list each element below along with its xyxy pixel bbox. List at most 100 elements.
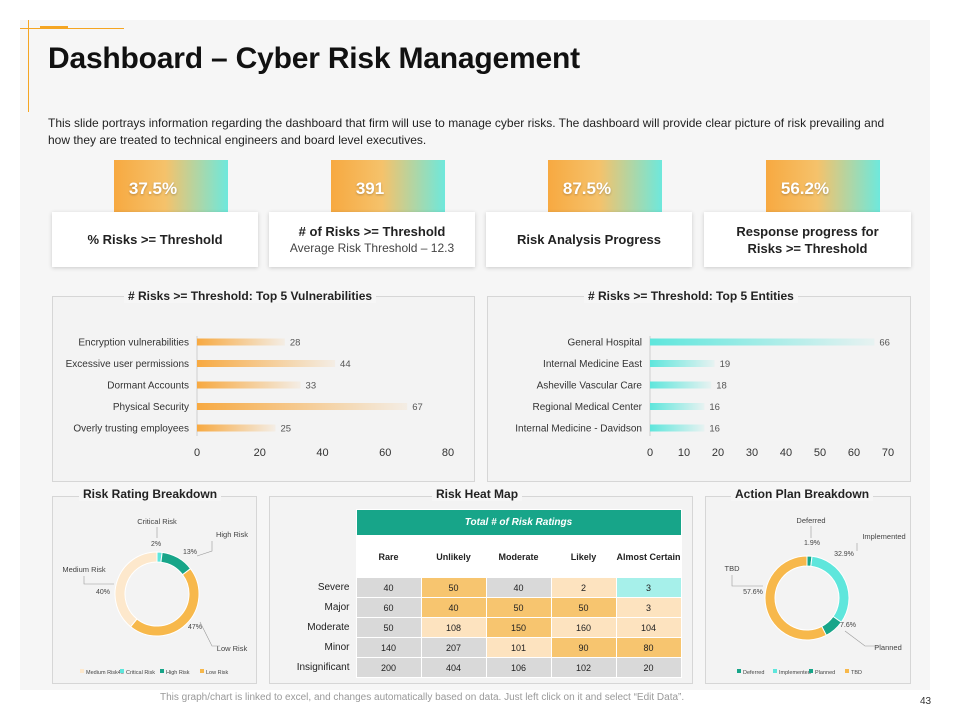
bar (650, 338, 875, 346)
heatmap-cell: 160 (550, 617, 617, 638)
slice-percent-label: 2% (151, 541, 161, 548)
kpi-tab-3 (548, 160, 662, 214)
category-label: Overly trusting employees (73, 424, 189, 435)
slice-name-label: Deferred (796, 516, 825, 525)
slice-percent-label: 40% (96, 589, 110, 596)
heatmap-cell: 3 (615, 597, 682, 618)
footnote: This graph/chart is linked to excel, and… (160, 692, 685, 703)
category-label: Encryption vulnerabilities (78, 338, 189, 349)
x-tick-label: 0 (194, 447, 200, 459)
legend-swatch (80, 669, 84, 673)
heatmap-cell: 40 (420, 597, 487, 618)
heatmap-cell: 80 (615, 637, 682, 658)
decor-line-vertical (28, 20, 29, 112)
legend-swatch (160, 669, 164, 673)
leader-line (731, 575, 763, 587)
legend-swatch (845, 669, 849, 673)
x-tick-label: 20 (254, 447, 266, 459)
x-tick-label: 80 (442, 447, 454, 459)
vulnerabilities-bar-chart[interactable]: Encryption vulnerabilities 28 Excessive us… (52, 296, 475, 482)
x-tick-label: 0 (647, 447, 653, 459)
category-label: Asheville Vascular Care (537, 381, 643, 392)
heatmap-cell: 50 (550, 597, 617, 618)
x-tick-label: 10 (678, 447, 690, 459)
risk-rating-donut[interactable]: 2% Critical Risk 13% High Risk 47% Low Risk 40… (52, 496, 257, 684)
intro-paragraph: This slide portrays information regardin… (48, 116, 885, 147)
x-tick-label: 70 (882, 447, 894, 459)
heatmap-cell: 50 (485, 597, 552, 618)
heatmap-blank (278, 536, 356, 578)
category-label: General Hospital (568, 338, 642, 349)
slice-percent-label: 7.6% (840, 622, 856, 629)
heatmap-table-title: Total # of Risk Ratings (355, 509, 682, 536)
kpi-sub-2: Average Risk Threshold – 12.3 (289, 241, 455, 255)
legend-label: Deferred (743, 670, 764, 676)
slice-percent-label: 47% (188, 624, 202, 631)
leader-line (199, 621, 220, 647)
heatmap-cell: 207 (420, 637, 487, 658)
legend-label: Planned (815, 670, 835, 676)
bar (197, 381, 301, 389)
heatmap-title: Risk Heat Map (432, 487, 523, 501)
kpi-label-3: Risk Analysis Progress (516, 232, 662, 247)
heatmap-row-label: Moderate (307, 622, 350, 633)
legend-label: Critical Risk (126, 670, 155, 676)
decor-line-horizontal (20, 28, 124, 29)
kpi-value-4: 56.2% (780, 179, 830, 198)
heatmap-cell: 101 (485, 637, 552, 658)
heatmap-cell: 108 (420, 617, 487, 638)
leader-line (844, 630, 880, 647)
slice-percent-label: 13% (183, 549, 197, 556)
kpi-card-4[interactable]: Response progress for Risks >= Threshold (704, 212, 911, 267)
entities-panel (487, 296, 911, 482)
legend-label: Medium Risk40 (86, 670, 124, 676)
legend-label: Implemented (779, 670, 811, 676)
kpi-value-2: 391 (355, 179, 385, 198)
x-tick-label: 60 (379, 447, 391, 459)
kpi-value-1: 37.5% (128, 179, 178, 198)
heatmap-column-header: Likely (550, 535, 617, 578)
category-label: Internal Medicine - Davidson (515, 424, 642, 435)
category-label: Excessive user permissions (66, 359, 189, 370)
action-plan-donut[interactable]: 1.9% Deferred 32.9% Implemented 7.6% Planned 5… (705, 496, 911, 684)
heatmap-cell: 404 (420, 657, 487, 678)
page-title: Dashboard – Cyber Risk Management (48, 42, 580, 75)
heatmap-cell: 50 (355, 617, 422, 638)
slice-name-label: Medium Risk (62, 565, 106, 574)
bar-value-label: 44 (340, 359, 351, 370)
slice-name-label: Critical Risk (137, 517, 177, 526)
bar (650, 424, 705, 432)
bar (197, 338, 285, 346)
kpi-label-4: Response progress for Risks >= Threshold (736, 223, 879, 256)
page-number: 43 (920, 696, 932, 707)
x-tick-label: 60 (848, 447, 860, 459)
slice-percent-label: 32.9% (834, 551, 854, 558)
bar-value-label: 33 (306, 381, 317, 392)
risk-heat-map[interactable]: Total # of Risk Ratings Rare Unlikely Moder… (278, 509, 682, 678)
risk-rating-title: Risk Rating Breakdown (79, 487, 222, 501)
heatmap-cell: 40 (355, 577, 422, 598)
kpi-tab-2 (331, 160, 445, 214)
slice-percent-label: 57.6% (743, 589, 763, 596)
kpi-card-1[interactable]: % Risks >= Threshold (52, 212, 258, 267)
kpi-card-3[interactable]: Risk Analysis Progress (486, 212, 692, 267)
heatmap-cell: 140 (355, 637, 422, 658)
vulnerabilities-title: # Risks >= Threshold: Top 5 Vulnerabilit… (124, 289, 377, 303)
heatmap-cell: 90 (550, 637, 617, 658)
x-tick-label: 40 (780, 447, 792, 459)
slice-name-label: High Risk (216, 530, 248, 539)
kpi-card-2[interactable]: # of Risks >= Threshold Average Risk Thr… (269, 212, 475, 267)
heatmap-cell: 3 (615, 577, 682, 598)
action-plan-panel (705, 496, 911, 684)
category-label: Regional Medical Center (532, 402, 642, 413)
entities-bar-chart[interactable]: General Hospital 66 Internal Medicine East… (487, 296, 911, 482)
donut-slice (764, 555, 827, 641)
kpi-tab-1 (114, 160, 228, 214)
heatmap-cell: 50 (420, 577, 487, 598)
heatmap-cell: 2 (550, 577, 617, 598)
category-label: Physical Security (113, 402, 189, 413)
leader-line (83, 576, 114, 585)
heatmap-row-label: Minor (324, 642, 350, 653)
bar (650, 381, 712, 389)
action-plan-title: Action Plan Breakdown (731, 487, 874, 501)
